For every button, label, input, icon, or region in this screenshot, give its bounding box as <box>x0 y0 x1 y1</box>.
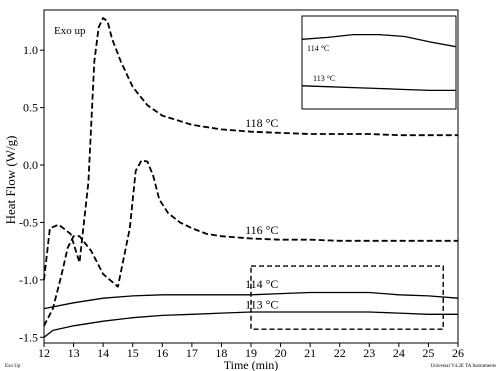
footer-right: Universal V4.2E TA Instruments <box>430 364 496 369</box>
x-tick-label: 25 <box>422 346 434 360</box>
exo-up-label: Exo up <box>54 25 86 37</box>
footer-left: Exo Up <box>5 364 21 369</box>
y-tick-label: 0.0 <box>23 158 38 172</box>
series-label-3: 113 °C <box>245 298 278 312</box>
inset-frame <box>301 15 457 110</box>
series-line-1 <box>43 159 458 327</box>
series-labels: 118 °C 116 °C 114 °C 113 °C <box>245 116 278 311</box>
y-tick-label: -1.0 <box>19 273 38 287</box>
series-label-1: 116 °C <box>245 223 278 237</box>
y-axis-label: Heat Flow (W/g) <box>3 136 18 225</box>
x-tick-label: 21 <box>304 346 316 360</box>
x-tick-label: 17 <box>186 346 198 360</box>
series-line-0 <box>43 17 458 280</box>
x-tick-label: 12 <box>38 346 50 360</box>
series-line-3 <box>43 311 458 338</box>
x-tick-label: 26 <box>452 346 464 360</box>
inset: 114 °C 113 °C <box>301 15 457 110</box>
series-label-2: 114 °C <box>245 277 278 291</box>
inset-label-113: 113 °C <box>313 74 335 83</box>
x-tick-label: 20 <box>275 346 287 360</box>
y-tick-label: -1.5 <box>19 330 38 344</box>
x-tick-label: 14 <box>97 346 109 360</box>
series-label-0: 118 °C <box>245 116 278 130</box>
zoom-box <box>250 265 444 330</box>
axis-ticks: 12 13 14 15 16 17 18 19 20 21 22 23 24 25 26 -1.5 -1.0 -0… <box>19 43 464 360</box>
y-tick-label: -0.5 <box>19 215 38 229</box>
inset-lines <box>301 33 457 92</box>
inset-line-0 <box>301 33 457 48</box>
x-tick-label: 23 <box>363 346 375 360</box>
x-tick-label: 19 <box>245 346 257 360</box>
x-tick-label: 22 <box>334 346 346 360</box>
y-tick-label: 0.5 <box>23 101 38 115</box>
inset-line-1 <box>301 85 456 92</box>
x-tick-label: 16 <box>156 346 168 360</box>
x-tick-label: 24 <box>393 346 405 360</box>
inset-label-114: 114 °C <box>307 44 329 53</box>
x-tick-label: 18 <box>215 346 227 360</box>
x-tick-label: 13 <box>68 346 80 360</box>
x-tick-label: 15 <box>127 346 139 360</box>
x-axis-label: Time (min) <box>224 358 279 371</box>
y-tick-label: 1.0 <box>23 43 38 57</box>
